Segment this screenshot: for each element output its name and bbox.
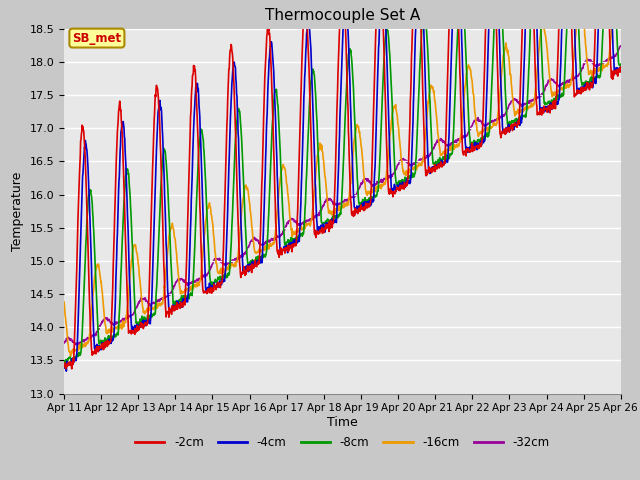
Title: Thermocouple Set A: Thermocouple Set A (265, 9, 420, 24)
Text: SB_met: SB_met (72, 32, 122, 45)
Y-axis label: Temperature: Temperature (11, 171, 24, 251)
Legend: -2cm, -4cm, -8cm, -16cm, -32cm: -2cm, -4cm, -8cm, -16cm, -32cm (130, 431, 555, 454)
X-axis label: Time: Time (327, 416, 358, 429)
